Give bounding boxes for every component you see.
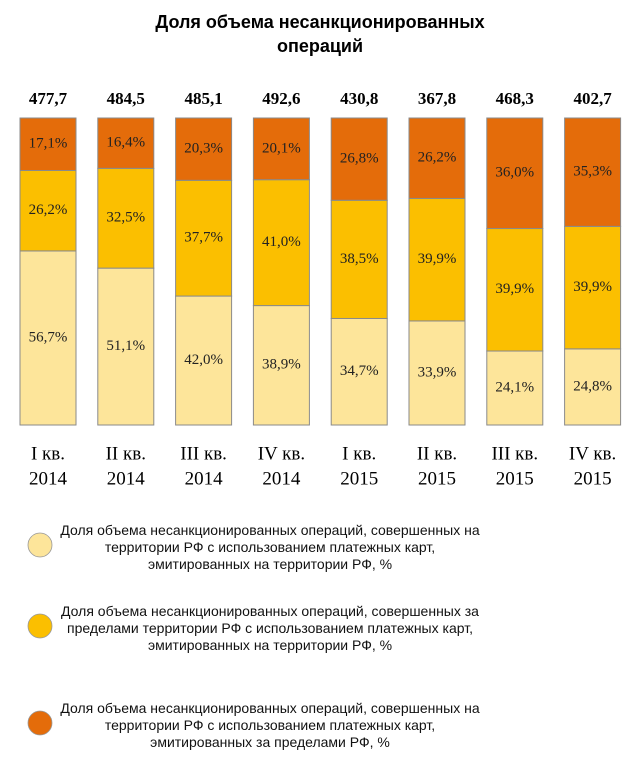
bar-segment: [408, 320, 466, 426]
x-tick-label: 2015: [496, 468, 534, 489]
x-tick-label: 2014: [185, 468, 224, 489]
x-tick-label: II кв.: [106, 443, 146, 464]
data-label: 38,9%: [262, 357, 301, 373]
legend-label: Доля объема несанкционированных операций…: [61, 603, 479, 653]
data-label: 26,2%: [29, 202, 68, 218]
bar-segment: [486, 228, 544, 352]
bar-segment: [19, 250, 77, 426]
chart-title: Доля объема несанкционированных операций: [155, 12, 485, 56]
legend-label: Доля объема несанкционированных операций…: [60, 522, 480, 572]
data-label: 20,1%: [262, 140, 301, 156]
bar-segment: [252, 179, 310, 307]
total-label: 477,7: [29, 89, 68, 108]
bar-segment: [564, 117, 622, 227]
total-label: 367,8: [418, 89, 456, 108]
data-label: 39,9%: [418, 251, 457, 267]
bar-segment: [330, 317, 388, 426]
legend-label: Доля объема несанкционированных операций…: [60, 700, 480, 750]
data-label: 51,1%: [106, 338, 145, 354]
bar-segment: [175, 179, 233, 297]
x-tick-label: I кв.: [342, 443, 376, 464]
data-label: 35,3%: [573, 164, 612, 180]
total-label: 430,8: [340, 89, 378, 108]
legend-marker: [27, 532, 53, 558]
total-label: 484,5: [107, 89, 145, 108]
data-label: 39,9%: [573, 279, 612, 295]
bar-segment: [330, 199, 388, 319]
data-label: 38,5%: [340, 251, 379, 267]
data-label: 37,7%: [184, 230, 223, 246]
data-label: 26,2%: [418, 150, 457, 166]
data-label: 24,8%: [573, 378, 612, 394]
data-label: 39,9%: [495, 281, 534, 297]
x-tick-label: III кв.: [491, 443, 538, 464]
bar-segment: [486, 117, 544, 230]
data-label: 36,0%: [495, 165, 534, 181]
bar-segment: [175, 117, 233, 181]
data-label: 34,7%: [340, 363, 379, 379]
data-label: 24,1%: [495, 379, 534, 395]
data-label: 56,7%: [29, 329, 68, 345]
data-label: 32,5%: [106, 210, 145, 226]
data-label: 20,3%: [184, 141, 223, 157]
x-tick-label: II кв.: [417, 443, 457, 464]
total-label: 492,6: [262, 89, 300, 108]
bar-segment: [97, 167, 155, 269]
legend-marker: [27, 710, 53, 736]
title-box: Доля объема несанкционированных операций: [155, 12, 485, 56]
bar-segment: [97, 267, 155, 426]
total-label: 485,1: [184, 89, 222, 108]
bar-segment: [175, 295, 233, 426]
bar-segment: [564, 348, 622, 426]
data-label: 33,9%: [418, 364, 457, 380]
data-label: 42,0%: [184, 352, 223, 368]
bar-segment: [19, 169, 77, 252]
bar-segment: [330, 117, 388, 201]
total-label: 402,7: [573, 89, 612, 108]
x-tick-label: 2015: [418, 468, 456, 489]
x-tick-label: 2015: [574, 468, 612, 489]
data-label: 17,1%: [29, 136, 68, 152]
x-tick-label: 2015: [340, 468, 378, 489]
data-label: 16,4%: [106, 135, 145, 151]
x-tick-label: 2014: [107, 468, 146, 489]
x-tick-label: IV кв.: [258, 443, 305, 464]
bar-segment: [19, 117, 77, 171]
bar-segment: [408, 197, 466, 322]
bar-segment: [97, 117, 155, 169]
x-tick-label: 2014: [262, 468, 301, 489]
legend-marker: [27, 613, 53, 639]
total-label: 468,3: [496, 89, 534, 108]
data-label: 41,0%: [262, 234, 301, 250]
x-tick-label: 2014: [29, 468, 68, 489]
bar-segment: [408, 117, 466, 199]
x-tick-label: IV кв.: [569, 443, 616, 464]
x-tick-label: I кв.: [31, 443, 65, 464]
bar-segment: [252, 305, 310, 426]
x-tick-label: III кв.: [180, 443, 227, 464]
data-label: 26,8%: [340, 151, 379, 167]
bar-segment: [252, 117, 310, 181]
